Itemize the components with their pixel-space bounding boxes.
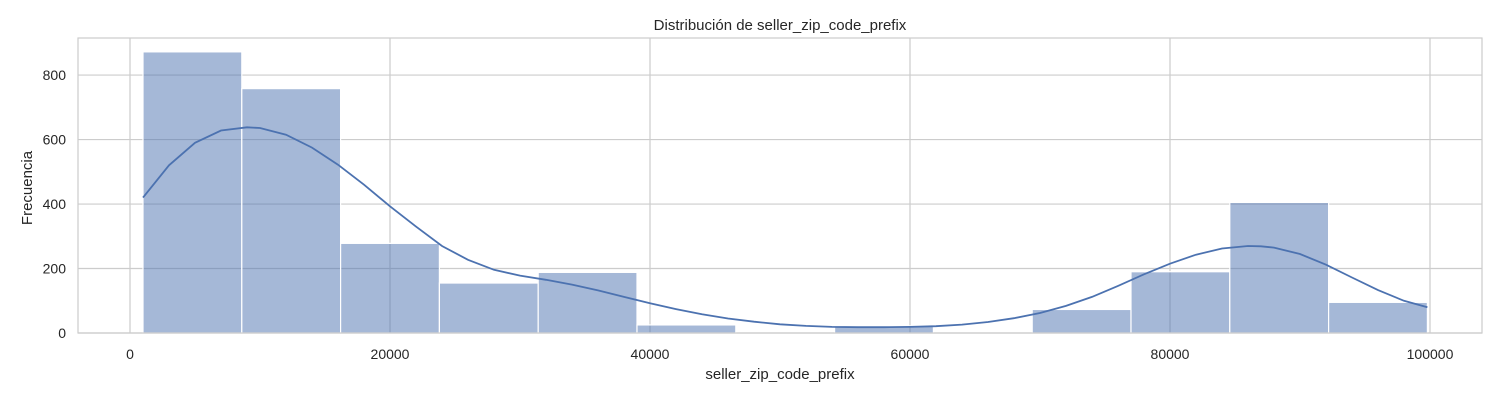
x-axis-label: seller_zip_code_prefix (705, 366, 855, 383)
y-tick-label: 800 (43, 67, 67, 83)
y-axis-label: Frecuencia (19, 150, 36, 225)
y-tick-label: 200 (43, 261, 67, 277)
chart-title: Distribución de seller_zip_code_prefix (654, 17, 907, 34)
histogram-bar (1031, 308, 1132, 334)
histogram-bar (241, 88, 342, 334)
histogram-bar (1130, 271, 1231, 334)
plot-frame (77, 37, 1483, 334)
histogram-bar (340, 242, 441, 334)
histogram-bar (1327, 301, 1428, 334)
x-tick-label: 20000 (371, 346, 410, 362)
x-tick-label: 100000 (1407, 346, 1454, 362)
y-tick-label: 600 (43, 132, 67, 148)
y-tick-labels: 0 200 400 600 800 (43, 67, 67, 341)
y-tick-label: 0 (58, 325, 66, 341)
histogram-bar (537, 271, 638, 334)
histogram-bar (636, 324, 737, 334)
x-tick-label: 0 (126, 346, 134, 362)
y-tick-label: 400 (43, 196, 67, 212)
x-tick-label: 40000 (631, 346, 670, 362)
x-tick-label: 60000 (891, 346, 930, 362)
histogram-bar (438, 282, 539, 334)
x-tick-labels: 0 20000 40000 60000 80000 100000 (126, 346, 1453, 362)
kde-curve (142, 126, 1428, 329)
histogram-bar (142, 51, 243, 334)
histogram-bars (142, 51, 1428, 334)
histogram-bar (1229, 201, 1330, 334)
x-tick-label: 80000 (1151, 346, 1190, 362)
